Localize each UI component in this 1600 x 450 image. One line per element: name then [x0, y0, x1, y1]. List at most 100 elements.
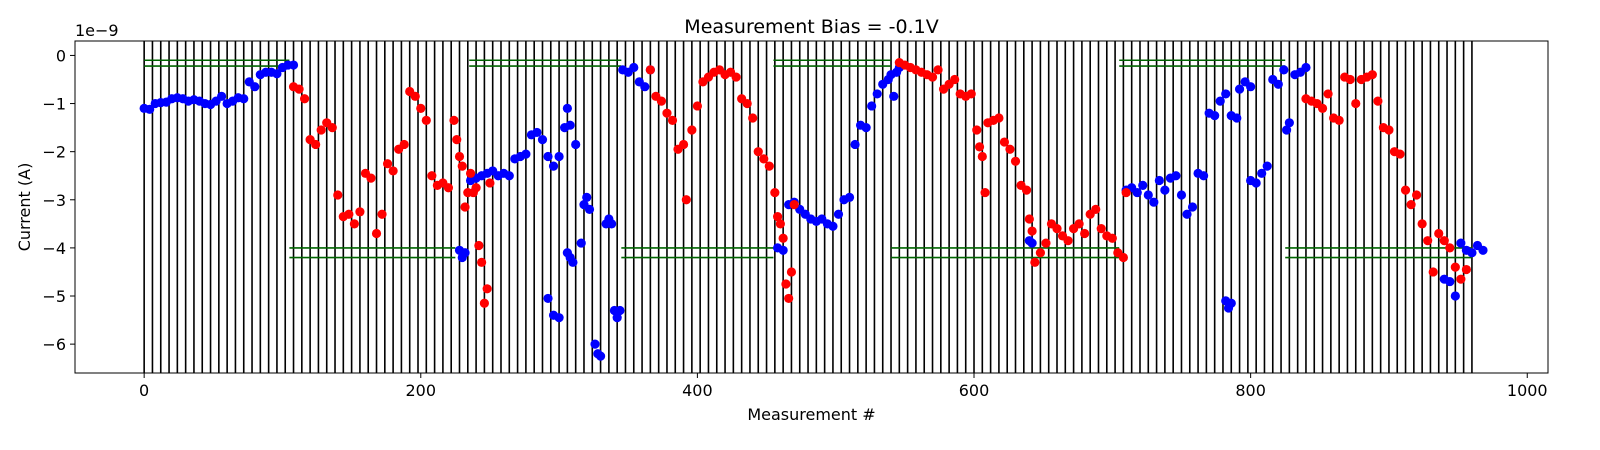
red-data-point [1121, 187, 1131, 198]
red-data-point [994, 113, 1004, 123]
red-data-point [1030, 257, 1040, 267]
blue-data-point [504, 171, 514, 181]
red-data-point [333, 190, 343, 200]
y-tick-label: −3 [42, 191, 66, 210]
red-data-point [977, 151, 987, 162]
red-data-point [1021, 185, 1032, 195]
blue-data-point [1467, 248, 1477, 258]
red-data-point [1080, 228, 1090, 239]
red-data-point [1024, 214, 1034, 224]
red-data-point [1323, 89, 1333, 99]
blue-data-point [867, 101, 877, 111]
red-data-point [662, 108, 672, 118]
red-data-point [731, 72, 741, 82]
red-data-point [457, 161, 467, 171]
red-data-point [692, 101, 702, 111]
red-data-point [678, 139, 689, 150]
x-tick-label: 400 [682, 381, 713, 400]
red-data-point [443, 183, 454, 193]
red-data-point [748, 113, 758, 123]
y-tick-label: −5 [42, 287, 66, 306]
blue-data-point [607, 219, 617, 229]
red-data-point [449, 115, 459, 125]
blue-data-point [640, 82, 650, 92]
red-data-point [1461, 264, 1471, 275]
blue-data-point [1154, 175, 1164, 186]
red-data-point [355, 207, 365, 217]
red-data-point [770, 187, 780, 198]
blue-data-point [250, 82, 260, 92]
red-data-point [1118, 252, 1128, 263]
blue-data-point [1301, 62, 1311, 73]
blue-data-point [1171, 171, 1181, 181]
red-data-point [366, 173, 376, 183]
blue-data-point [828, 221, 838, 231]
red-data-point [764, 161, 774, 171]
red-data-point [966, 89, 976, 99]
blue-data-point [288, 60, 299, 70]
blue-data-point [1182, 209, 1192, 219]
red-data-point [972, 125, 982, 135]
blue-data-point [1143, 190, 1153, 200]
red-data-point [1345, 74, 1355, 85]
red-data-point [421, 115, 431, 125]
blue-data-point [1176, 190, 1187, 200]
blue-data-point [460, 248, 470, 258]
blue-data-point [1251, 178, 1261, 188]
red-data-point [311, 139, 321, 150]
blue-data-point [1232, 113, 1242, 123]
x-tick-label: 600 [959, 381, 990, 400]
blue-data-point [1478, 245, 1488, 255]
blue-data-point [554, 151, 564, 162]
red-data-point [1091, 204, 1101, 215]
red-data-point [485, 178, 495, 188]
red-data-point [344, 209, 354, 219]
blue-data-point [217, 91, 227, 101]
red-data-point [416, 103, 426, 113]
red-data-point [1434, 228, 1444, 239]
red-data-point [1334, 115, 1344, 125]
blue-data-point [1210, 110, 1220, 121]
red-data-point [1010, 156, 1021, 166]
red-data-point [454, 151, 465, 162]
blue-data-point [612, 313, 622, 323]
blue-data-point [1160, 185, 1170, 195]
blue-data-point [889, 91, 899, 101]
blue-data-point [537, 135, 548, 145]
red-data-point [1428, 267, 1438, 277]
red-data-point [471, 183, 481, 193]
x-tick-label: 0 [139, 381, 149, 400]
red-data-point [371, 228, 382, 239]
blue-data-point [565, 120, 575, 130]
blue-data-point [562, 103, 572, 113]
red-data-point [479, 298, 489, 308]
blue-data-point [1226, 298, 1236, 308]
red-data-point [742, 98, 752, 109]
x-axis-ticks: 0 200 400 600 800 1000 [139, 373, 1548, 400]
x-tick-label: 800 [1235, 381, 1266, 400]
red-data-point [349, 219, 359, 229]
blue-data-point [1246, 82, 1256, 92]
plot-frame [74, 40, 1549, 374]
blue-data-point [778, 245, 788, 255]
blue-data-point [1262, 161, 1272, 171]
red-data-point [1450, 262, 1460, 272]
vertical-lines [143, 41, 1473, 373]
y-tick-label: −1 [42, 95, 66, 114]
red-data-point [753, 147, 763, 157]
red-data-point [399, 139, 409, 150]
blue-data-point [615, 305, 625, 316]
blue-data-point [1215, 96, 1225, 106]
red-data-point [327, 123, 337, 133]
blue-data-point [576, 238, 586, 248]
blue-data-point [833, 209, 844, 219]
red-data-point [410, 91, 420, 101]
red-data-point [1035, 248, 1046, 258]
red-data-point [775, 219, 785, 229]
y-tick-label: −4 [42, 239, 66, 258]
red-data-point [1406, 199, 1416, 210]
red-data-point [1096, 224, 1106, 234]
red-data-point [388, 166, 398, 176]
red-data-point [316, 125, 326, 135]
